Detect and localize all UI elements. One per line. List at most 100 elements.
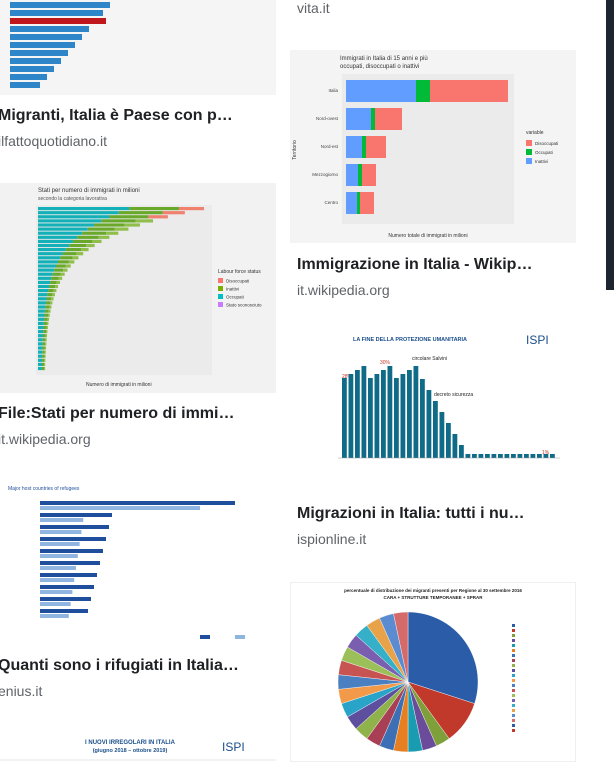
image-bar	[43, 330, 47, 334]
result-image[interactable]: Immigrati in Italia di 15 anni e più occ…	[290, 50, 576, 243]
image-bar	[63, 268, 68, 272]
legend-key	[512, 644, 515, 647]
image-bar	[530, 454, 536, 458]
result-source[interactable]: it.wikipedia.org	[0, 431, 91, 447]
image-bar	[72, 256, 79, 260]
image-bar	[413, 366, 419, 458]
legend-key	[512, 719, 515, 722]
image-bar	[43, 325, 47, 330]
image-bar	[368, 378, 373, 458]
image-bar	[491, 454, 497, 458]
image-bar	[106, 231, 119, 235]
image-bar	[394, 378, 399, 458]
image-bar	[42, 354, 45, 358]
image-bar	[47, 293, 53, 297]
image-bar	[45, 338, 47, 342]
image-bar	[420, 379, 425, 458]
image-bar	[49, 284, 56, 289]
image-bar	[10, 18, 106, 24]
image-bar	[53, 289, 57, 293]
legend-key	[512, 639, 515, 642]
image-bar	[439, 412, 445, 458]
result-image[interactable]: Major host countries of refugees	[0, 483, 276, 645]
result-source[interactable]: vita.it	[297, 0, 330, 16]
image-bar	[524, 454, 529, 458]
legend-key	[512, 659, 515, 662]
image-bar	[38, 305, 46, 309]
image-bar	[38, 330, 44, 334]
image-bar	[472, 454, 477, 458]
result-image[interactable]: I NUOVI IRREGOLARI IN ITALIA (giugno 201…	[0, 735, 276, 768]
image-bar	[46, 330, 48, 334]
image-bar	[44, 354, 46, 358]
image-bar	[38, 248, 66, 252]
image-bar	[40, 614, 69, 618]
next-image-edge[interactable]	[606, 0, 614, 290]
image-bar	[511, 454, 516, 458]
result-title[interactable]: Migranti, Italia è Paese con p…	[0, 107, 233, 124]
legend-key	[512, 694, 515, 697]
image-bg	[0, 735, 276, 768]
legend-key	[512, 704, 515, 707]
legend-key	[512, 729, 515, 732]
image-bar	[10, 34, 82, 40]
result-source[interactable]: it.wikipedia.org	[297, 282, 390, 298]
image-bar	[51, 297, 54, 301]
image-bar	[87, 227, 115, 231]
image-bar	[371, 108, 375, 130]
image-bar	[433, 401, 438, 458]
result-source[interactable]: enius.it	[0, 683, 43, 699]
result-image[interactable]: Stati per numero di immigrati in milioni…	[0, 183, 276, 393]
result-title[interactable]: Quanti sono i rifugiati in Italia…	[0, 657, 239, 674]
image-bar	[40, 585, 94, 589]
result-source[interactable]: ilfattoquotidiano.it	[0, 133, 107, 149]
image-bar	[148, 215, 168, 219]
result-source[interactable]: ispionline.it	[297, 531, 367, 547]
image-bar	[118, 211, 163, 215]
image-bar	[55, 284, 59, 289]
image-bar	[537, 454, 542, 458]
result-image[interactable]	[0, 0, 276, 95]
image-bar	[46, 321, 49, 325]
legend-key	[512, 624, 515, 627]
image-bar	[44, 366, 46, 371]
image-bar	[10, 2, 110, 8]
image-bar	[58, 260, 69, 264]
result-title[interactable]: Migrazioni in Italia: tutti i nu…	[297, 505, 525, 522]
image-bar	[346, 80, 416, 102]
result-title[interactable]: File:Stati per numero di immi…	[0, 405, 235, 422]
image-bar	[550, 454, 555, 458]
image-bar	[44, 358, 46, 362]
image-bar	[38, 313, 45, 317]
image-bar	[381, 370, 386, 458]
image-bar	[407, 370, 412, 458]
image-bar	[38, 264, 56, 268]
image-bar	[357, 192, 360, 214]
image-bar	[10, 74, 47, 80]
legend-key	[235, 635, 245, 639]
result-image[interactable]: LA FINE DELLA PROTEZIONE UMANITARIA ISPI…	[290, 330, 576, 492]
image-bar	[80, 248, 89, 252]
result-image[interactable]: percentuale di distribuzione dei migrant…	[290, 582, 576, 762]
image-bar	[459, 445, 464, 458]
result-title[interactable]: Immigrazione in Italia - Wikip…	[297, 256, 533, 273]
legend-key	[512, 709, 515, 712]
image-bar	[40, 525, 109, 529]
image-bar	[40, 566, 76, 570]
image-subtitle: CARA + STRUTTURE TEMPORANEE + SPRAR	[383, 595, 483, 600]
image-bar	[55, 264, 66, 268]
image-bar	[60, 256, 73, 260]
legend-key	[218, 294, 223, 299]
image-bar	[38, 366, 42, 371]
image-bar	[40, 554, 78, 558]
image-bar	[517, 454, 523, 458]
image-bar	[58, 276, 63, 280]
image-bar	[543, 454, 549, 458]
image-bar	[38, 293, 48, 297]
image-bar	[135, 219, 154, 223]
image-bar	[38, 301, 46, 305]
image-bar	[452, 434, 458, 458]
image-bar	[430, 80, 508, 102]
image-bar	[38, 243, 70, 248]
